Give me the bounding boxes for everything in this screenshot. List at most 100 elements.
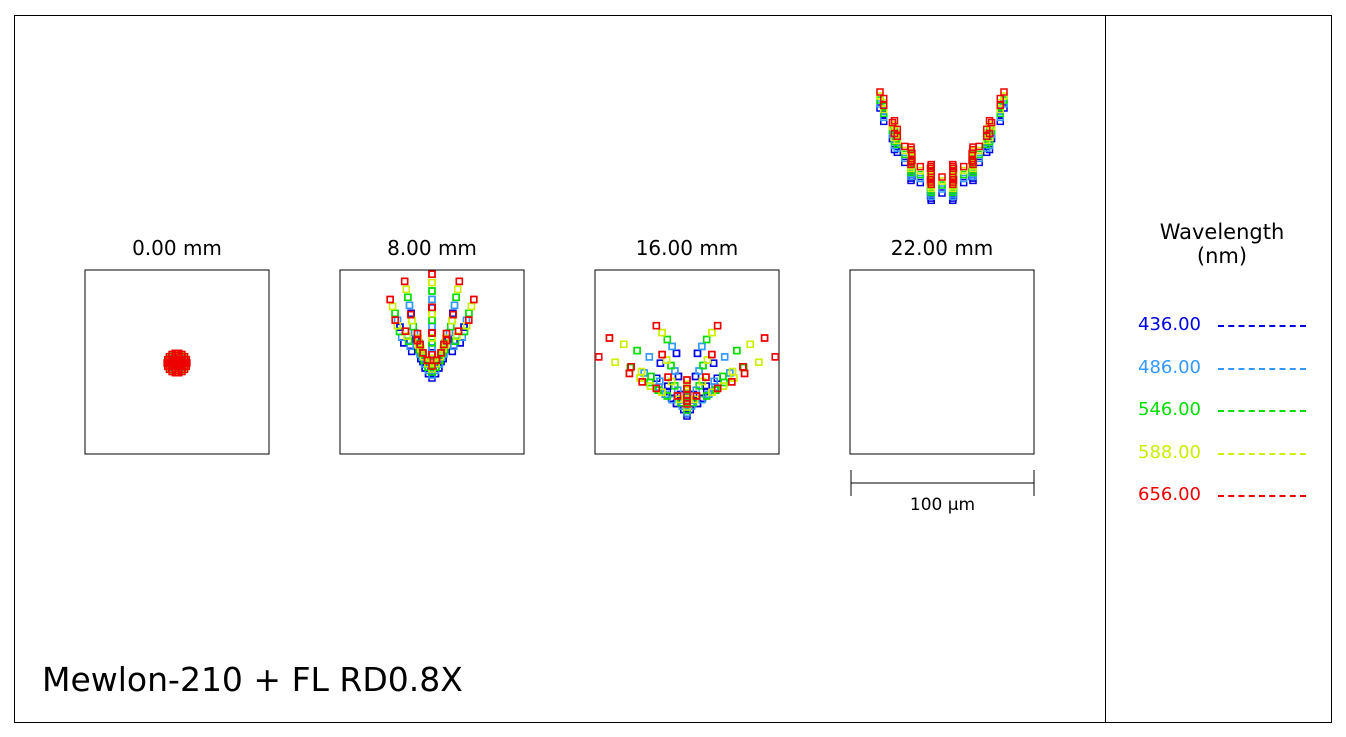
legend-item-line bbox=[1218, 452, 1306, 455]
legend-item-line bbox=[1218, 325, 1306, 327]
field-box bbox=[849, 269, 1035, 455]
scale-bar-label: 100 µm bbox=[910, 495, 975, 515]
spot-point bbox=[901, 150, 909, 159]
spot-point bbox=[428, 316, 436, 324]
legend-item-label: 546.00 bbox=[1138, 399, 1201, 420]
field-box bbox=[339, 269, 525, 455]
spot-point bbox=[916, 178, 925, 187]
spot-point bbox=[428, 287, 436, 295]
legend-title-line1: Wavelength bbox=[1159, 220, 1285, 244]
spot-point bbox=[683, 376, 691, 384]
spot-point bbox=[996, 113, 1005, 122]
spot-point bbox=[755, 358, 763, 366]
field-label: 22.00 mm bbox=[891, 236, 994, 260]
spot-point bbox=[908, 156, 916, 165]
spot-point bbox=[916, 174, 925, 183]
spot-point bbox=[428, 322, 436, 331]
spot-point bbox=[452, 293, 460, 302]
spot-point bbox=[890, 116, 899, 125]
spot-point bbox=[938, 189, 946, 197]
spot-point bbox=[720, 353, 729, 361]
spot-point bbox=[428, 316, 436, 324]
field-box bbox=[594, 269, 780, 455]
spot-point bbox=[402, 285, 411, 294]
spot-point bbox=[879, 94, 888, 103]
spot-point bbox=[620, 340, 628, 349]
spot-point bbox=[907, 160, 915, 169]
spot-point bbox=[728, 378, 736, 386]
spot-point bbox=[996, 101, 1005, 110]
spot-point bbox=[455, 277, 464, 286]
spot-point bbox=[407, 347, 416, 356]
spot-point bbox=[658, 328, 666, 337]
spot-point bbox=[709, 359, 718, 367]
spot-point bbox=[938, 173, 946, 181]
spot-point bbox=[625, 369, 634, 378]
spot-point bbox=[668, 342, 676, 351]
spot-point bbox=[975, 150, 983, 159]
spot-point bbox=[428, 278, 436, 287]
spot-point bbox=[698, 342, 706, 351]
spot-point bbox=[901, 146, 909, 155]
spot-point bbox=[465, 309, 473, 318]
spot-point bbox=[391, 316, 399, 324]
spot-point bbox=[709, 359, 718, 367]
spot-point bbox=[470, 295, 478, 304]
spot-point bbox=[907, 143, 915, 151]
spot-point bbox=[879, 109, 888, 118]
spot-point bbox=[959, 162, 968, 171]
spot-point bbox=[625, 369, 634, 378]
spot-point bbox=[428, 270, 436, 278]
spot-point bbox=[455, 277, 464, 286]
spot-point bbox=[693, 349, 702, 358]
spot-point bbox=[656, 359, 665, 367]
spot-point bbox=[740, 369, 749, 378]
spot-point bbox=[428, 278, 436, 287]
spot-point bbox=[611, 358, 619, 366]
spot-point bbox=[658, 350, 666, 359]
spot-point bbox=[1000, 88, 1008, 96]
spot-point bbox=[985, 116, 994, 125]
spot-point bbox=[423, 356, 432, 365]
spot-point bbox=[453, 332, 461, 340]
spot-point bbox=[419, 349, 427, 357]
spot-point bbox=[730, 374, 738, 382]
spot-point bbox=[450, 342, 458, 351]
spot-point bbox=[901, 142, 909, 151]
spot-point bbox=[408, 316, 416, 325]
spot-point bbox=[959, 178, 968, 187]
spot-point bbox=[645, 353, 654, 361]
spot-point bbox=[901, 154, 909, 163]
spot-point bbox=[409, 322, 417, 331]
spot-point bbox=[746, 340, 754, 349]
spot-point bbox=[428, 351, 436, 359]
spot-point bbox=[652, 321, 661, 330]
spot-point bbox=[448, 316, 456, 325]
spot-point bbox=[938, 181, 946, 189]
spot-point bbox=[406, 342, 414, 351]
spot-point bbox=[450, 301, 459, 310]
spot-point bbox=[652, 321, 661, 330]
spot-point bbox=[879, 105, 888, 114]
spot-point bbox=[668, 342, 676, 351]
spot-point bbox=[708, 388, 716, 396]
spot-point bbox=[663, 335, 672, 344]
spot-point bbox=[402, 285, 411, 294]
spot-point bbox=[448, 347, 457, 356]
field-label: 16.00 mm bbox=[636, 236, 739, 260]
spot-point bbox=[654, 386, 662, 394]
spot-point bbox=[703, 356, 712, 364]
spot-point bbox=[760, 334, 769, 342]
legend-title: Wavelength (nm) bbox=[1130, 220, 1314, 268]
spot-point bbox=[698, 342, 706, 351]
spot-point bbox=[664, 373, 672, 381]
spot-point bbox=[428, 303, 436, 311]
spot-point bbox=[728, 378, 736, 386]
spot-point bbox=[949, 160, 957, 169]
spot-point bbox=[975, 142, 983, 151]
spot-point bbox=[465, 309, 473, 318]
spot-point bbox=[949, 180, 957, 189]
spot-point bbox=[595, 353, 603, 361]
legend-title-line2: (nm) bbox=[1196, 244, 1248, 268]
spot-point bbox=[985, 129, 994, 138]
